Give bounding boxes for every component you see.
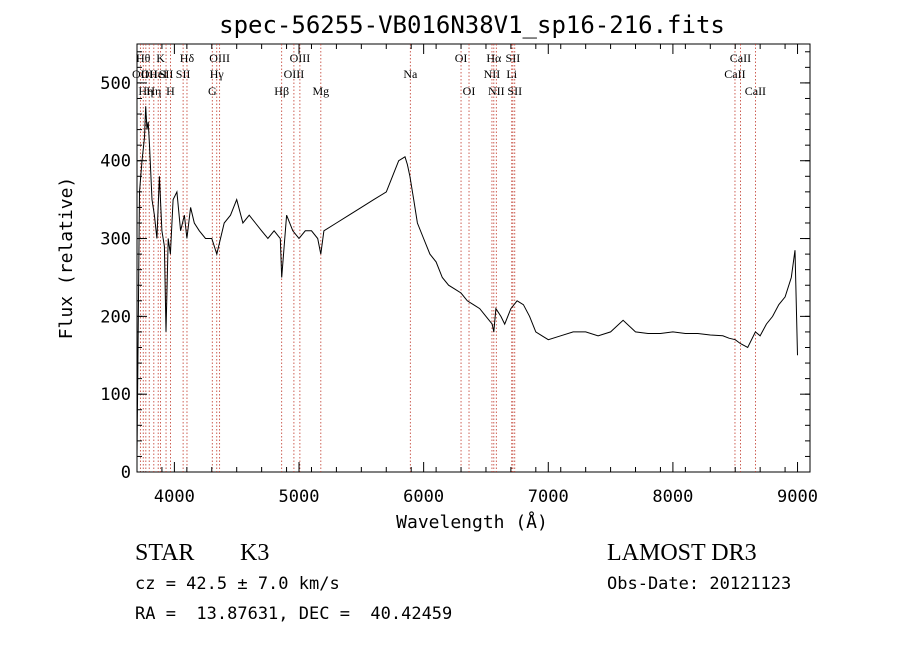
emission-line-label: Hβ [274,84,289,98]
emission-line-label: Hθ [136,51,151,65]
y-axis-label: Flux (relative) [56,177,77,340]
emission-line-label: OII [141,67,158,81]
emission-line-label: Hα [486,51,502,65]
emission-line-labels: OIIHθHηOIIHηHeIKSIIHSIIHδGHγOIIIHβOIIIOI… [132,51,766,98]
chart-title: spec-56255-VB016N38V1_sp16-216.fits [219,11,725,39]
y-tick-label: 100 [100,385,131,405]
x-tick-label: 5000 [279,487,320,507]
emission-line-label: OIII [209,51,230,65]
emission-line-label: Hγ [210,67,225,81]
emission-line-label: SII [507,84,522,98]
emission-line-label: Mg [312,84,329,98]
emission-line-label: CaII [730,51,751,65]
emission-line-label: OIII [284,67,305,81]
emission-line-label: SII [506,51,521,65]
x-tick-label: 4000 [154,487,195,507]
y-tick-label: 500 [100,74,131,94]
emission-line-label: G [208,84,217,98]
emission-line-label: OII [132,67,149,81]
sky-coordinates: RA = 13.87631, DEC = 40.42459 [135,604,453,624]
x-tick-label: 9000 [777,487,818,507]
spectrum-series [136,106,798,457]
object-subclass: K3 [240,540,270,566]
plot-frame [136,43,811,473]
x-tick-label: 6000 [403,487,444,507]
x-axis: 4000 5000 6000 7000 8000 9000 [136,44,818,507]
emission-line-label: CaII [745,84,766,98]
emission-line-markers [139,44,756,472]
emission-line-label: OI [455,51,468,65]
emission-line-label: Hδ [180,51,195,65]
emission-line-label: SII [176,67,191,81]
emission-line-label: NII [488,84,505,98]
observation-date: Obs-Date: 20121123 [607,574,792,594]
emission-line-label: Li [506,67,517,81]
emission-line-label: K [156,51,165,65]
survey-name: LAMOST DR3 [607,540,757,566]
y-axis: 0 100 200 300 400 500 [100,51,810,483]
emission-line-label: CaII [724,67,745,81]
y-tick-label: 200 [100,307,131,327]
emission-line-label: HeI [149,67,167,81]
redshift-velocity: cz = 42.5 ± 7.0 km/s [135,574,340,594]
emission-line-label: NII [484,67,501,81]
emission-line-label: H [166,84,175,98]
y-tick-label: 400 [100,152,131,172]
emission-line-label: Na [403,67,418,81]
emission-line-label: Hη [146,84,161,98]
x-axis-label: Wavelength (Å) [396,511,548,533]
emission-line-label: OI [463,84,476,98]
emission-line-label: SII [159,67,174,81]
y-tick-label: 300 [100,230,131,250]
x-tick-label: 7000 [528,487,569,507]
emission-line-label: Hη [138,84,153,98]
spectrum-line [136,106,798,457]
emission-line-label: OIII [290,51,311,65]
x-tick-label: 8000 [652,487,693,507]
object-class: STAR [135,540,195,566]
y-tick-label: 0 [121,463,131,483]
